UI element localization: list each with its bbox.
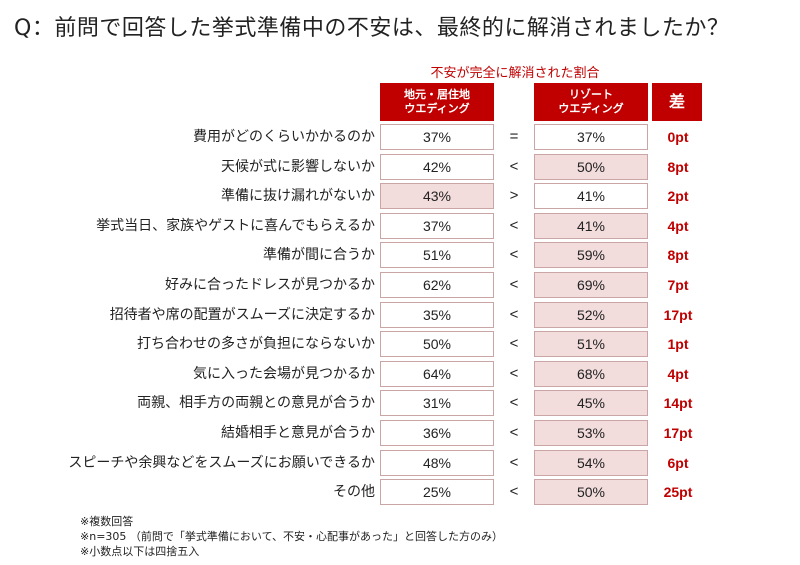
table-row: 準備が間に合うか 51% <59% 8pt [0, 242, 800, 268]
difference-value: 4pt [667, 218, 689, 234]
local-value-cell: 36% [380, 420, 494, 446]
table-row: スピーチや余興などをスムーズにお願いできるか 48% <54% 6pt [0, 450, 800, 476]
table-row: 招待者や席の配置がスムーズに決定するか 35% <52% 17pt [0, 302, 800, 328]
difference-value: 2pt [667, 188, 689, 204]
difference-value: 6pt [667, 455, 689, 471]
difference-value: 8pt [667, 159, 689, 175]
resort-value-cell: 41% [534, 213, 648, 239]
comparison-symbol: < [509, 454, 519, 471]
difference-value: 25pt [663, 484, 693, 500]
comparison-symbol: < [509, 424, 519, 441]
comparison-symbol: < [509, 483, 519, 500]
comparison-symbol: < [509, 158, 519, 175]
difference-value: 0pt [667, 129, 689, 145]
row-label: その他 [333, 484, 375, 500]
table-row: 費用がどのくらいかかるのか 37% = 37% 0pt [0, 124, 800, 150]
resort-value-cell: 37% [534, 124, 648, 150]
resort-value-cell: 68% [534, 361, 648, 387]
local-value-cell: 62% [380, 272, 494, 298]
comparison-symbol: < [509, 365, 519, 382]
resort-value-cell: 69% [534, 272, 648, 298]
comparison-symbol: < [509, 335, 519, 352]
column-header-local-line1: 地元・居住地 [404, 88, 470, 101]
table-row: 好みに合ったドレスが見つかるか 62% <69% 7pt [0, 272, 800, 298]
comparison-symbol: = [509, 128, 519, 145]
row-label: 費用がどのくらいかかるのか [193, 129, 375, 145]
row-label: 気に入った会場が見つかるか [193, 366, 375, 382]
row-label: 両親、相手方の両親との意見が合うか [137, 395, 375, 411]
resort-value-cell: 45% [534, 390, 648, 416]
column-header-local: 地元・居住地 ウエディング [380, 83, 494, 121]
local-value-cell: 51% [380, 242, 494, 268]
difference-value: 1pt [667, 336, 689, 352]
comparison-symbol: < [509, 306, 519, 323]
local-value-cell: 35% [380, 302, 494, 328]
table-row: 天候が式に影響しないか 42% <50% 8pt [0, 154, 800, 180]
page-title: Q：前問で回答した挙式準備中の不安は、最終的に解消されましたか？ [14, 16, 730, 41]
row-label: 結婚相手と意見が合うか [221, 425, 375, 441]
column-header-local-line2: ウエディング [404, 102, 470, 115]
row-label: 天候が式に影響しないか [221, 159, 375, 175]
table-row: 気に入った会場が見つかるか 64% <68% 4pt [0, 361, 800, 387]
row-label: 挙式当日、家族やゲストに喜んでもらえるか [96, 218, 375, 234]
table-row: 挙式当日、家族やゲストに喜んでもらえるか 37% <41% 4pt [0, 213, 800, 239]
local-value-cell: 43% [380, 183, 494, 209]
resort-value-cell: 50% [534, 479, 648, 505]
local-value-cell: 50% [380, 331, 494, 357]
comparison-symbol: > [509, 187, 519, 204]
footnote: ※複数回答 [80, 515, 134, 528]
local-value-cell: 64% [380, 361, 494, 387]
row-label: 準備に抜け漏れがないか [221, 188, 375, 204]
comparison-symbol: < [509, 276, 519, 293]
column-header-diff: 差 [652, 83, 702, 121]
resort-value-cell: 41% [534, 183, 648, 209]
local-value-cell: 37% [380, 124, 494, 150]
table-row: 両親、相手方の両親との意見が合うか 31% <45% 14pt [0, 390, 800, 416]
local-value-cell: 25% [380, 479, 494, 505]
table-row: 打ち合わせの多さが負担にならないか 50% <51% 1pt [0, 331, 800, 357]
row-label: 好みに合ったドレスが見つかるか [165, 277, 375, 293]
footnote: ※n=305 （前問で「挙式準備において、不安・心配事があった」と回答した方のみ… [80, 530, 504, 543]
resort-value-cell: 53% [534, 420, 648, 446]
comparison-symbol: < [509, 394, 519, 411]
resort-value-cell: 59% [534, 242, 648, 268]
resort-value-cell: 54% [534, 450, 648, 476]
difference-value: 7pt [667, 277, 689, 293]
difference-value: 8pt [667, 247, 689, 263]
difference-value: 4pt [667, 366, 689, 382]
local-value-cell: 37% [380, 213, 494, 239]
table-row: その他 25% <50% 25pt [0, 479, 800, 505]
local-value-cell: 48% [380, 450, 494, 476]
footnote: ※小数点以下は四捨五入 [80, 545, 200, 558]
table-subtitle: 不安が完全に解消された割合 [430, 66, 600, 81]
resort-value-cell: 52% [534, 302, 648, 328]
comparison-symbol: < [509, 246, 519, 263]
row-label: 招待者や席の配置がスムーズに決定するか [109, 307, 375, 323]
difference-value: 17pt [663, 425, 693, 441]
table-row: 結婚相手と意見が合うか 36% <53% 17pt [0, 420, 800, 446]
row-label: 準備が間に合うか [263, 247, 375, 263]
difference-value: 14pt [663, 395, 693, 411]
column-header-resort-line2: ウエディング [558, 102, 624, 115]
column-header-resort: リゾート ウエディング [534, 83, 648, 121]
comparison-symbol: < [509, 217, 519, 234]
difference-value: 17pt [663, 307, 693, 323]
footnotes: ※複数回答 ※n=305 （前問で「挙式準備において、不安・心配事があった」と回… [80, 514, 503, 559]
row-label: 打ち合わせの多さが負担にならないか [137, 336, 375, 352]
row-label: スピーチや余興などをスムーズにお願いできるか [68, 455, 375, 471]
resort-value-cell: 51% [534, 331, 648, 357]
resort-value-cell: 50% [534, 154, 648, 180]
column-header-resort-line1: リゾート [569, 88, 613, 101]
local-value-cell: 31% [380, 390, 494, 416]
local-value-cell: 42% [380, 154, 494, 180]
table-row: 準備に抜け漏れがないか 43% >41% 2pt [0, 183, 800, 209]
